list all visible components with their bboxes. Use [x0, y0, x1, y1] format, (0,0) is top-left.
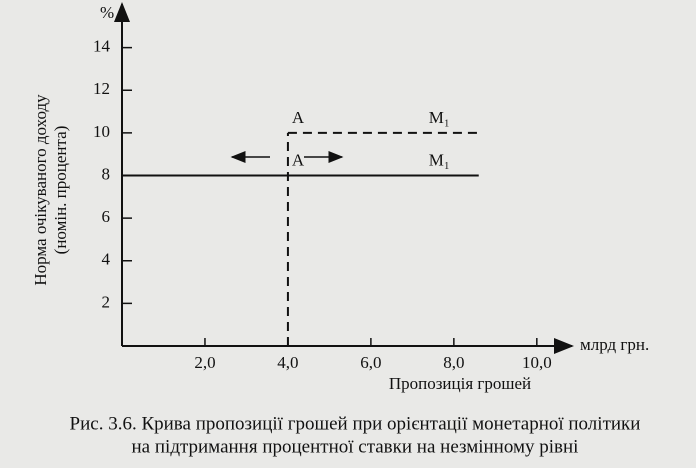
series-label: M₁ — [429, 150, 450, 169]
y-tick-label: 8 — [102, 164, 111, 183]
x-label: Пропозиція грошей — [389, 374, 531, 393]
x-tick-label: 10,0 — [522, 353, 552, 372]
caption: на підтримання процентної ставки на незм… — [132, 436, 579, 457]
y-tick-label: 14 — [93, 37, 111, 56]
x-unit: млрд грн. — [580, 335, 649, 354]
series-label: M₁ — [429, 108, 450, 127]
y-tick-label: 4 — [102, 250, 111, 269]
caption: Рис. 3.6. Крива пропозиції грошей при ор… — [70, 413, 641, 434]
y-label: (номін. процента) — [51, 126, 70, 255]
y-tick-label: 12 — [93, 79, 110, 98]
y-tick-label: 10 — [93, 122, 110, 141]
x-tick-label: 2,0 — [194, 353, 215, 372]
annotation: A — [292, 108, 305, 127]
y-unit: % — [100, 3, 114, 22]
y-tick-label: 6 — [102, 207, 111, 226]
annotation: A — [292, 150, 305, 169]
y-tick-label: 2 — [102, 292, 111, 311]
x-tick-label: 4,0 — [277, 353, 298, 372]
y-label: Норма очікуваного доходу — [31, 94, 50, 286]
x-tick-label: 6,0 — [360, 353, 381, 372]
x-tick-label: 8,0 — [443, 353, 464, 372]
